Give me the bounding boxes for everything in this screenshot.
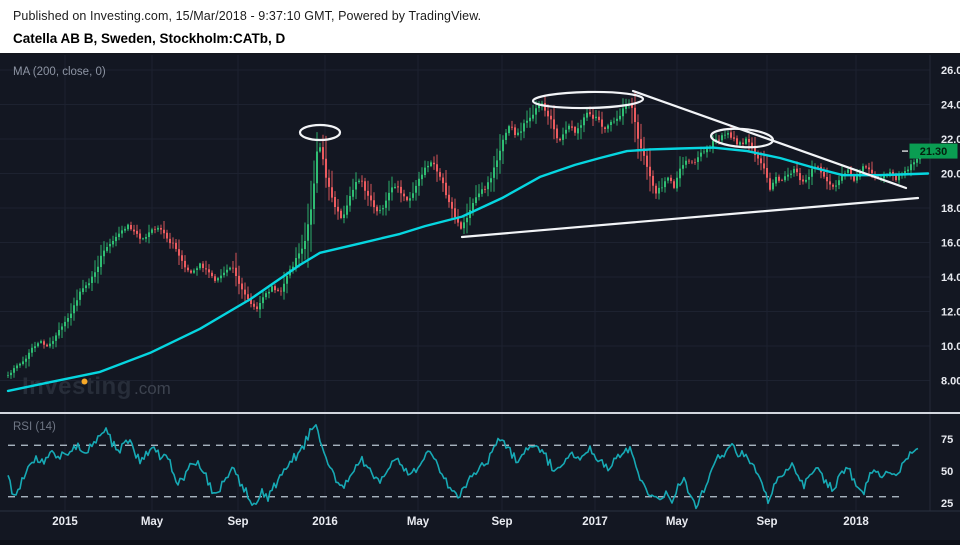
date-tick-label: May [666,516,689,528]
date-axis[interactable]: 2015 May Sep 2016 May Sep 2017 May Sep 2018 [52,516,869,528]
price-axis[interactable]: 26.00 24.00 22.00 20.00 18.00 16.00 14.00 12.00… [929,55,960,511]
rsi-line [7,423,919,510]
date-tick-label: 2016 [312,516,338,528]
rsi-pane: RSI (14) 75 50 25 [7,421,953,510]
price-tick-label: 18.00 [941,203,960,215]
price-tick-label: 16.00 [941,238,960,250]
ellipse-annotation [298,123,342,142]
price-badge-bg [909,143,958,159]
price-tick-label: 12.00 [941,307,960,319]
watermark: Investing .com [22,373,171,400]
price-tick-label: 26.00 [941,65,960,77]
date-tick-label: 2017 [582,516,608,528]
ellipse-annotation [709,127,775,149]
ascending-trendline [460,196,920,239]
ellipse-annotation [531,90,645,110]
header: Published on Investing.com, 15/Mar/2018 … [0,0,960,55]
watermark-orange-dot [81,378,88,385]
chart-area[interactable]: Investing.com MA (200, close, 0) 26.00 24.0… [0,55,960,540]
ma-indicator-label: MA (200, close, 0) [13,66,106,78]
annotations-layer [298,89,920,239]
chart-canvas[interactable]: Investing.com MA (200, close, 0) 26.00 24.0… [0,55,960,540]
published-line: Published on Investing.com, 15/Mar/2018 … [13,9,482,23]
price-tick-label: 14.00 [941,272,960,284]
price-tick-label: 24.00 [941,100,960,112]
price-tick-label: 22.00 [941,134,960,146]
price-tick-label: 20.00 [941,169,960,181]
rsi-indicator-label: RSI (14) [13,421,56,433]
date-tick-label: Sep [491,516,512,528]
price-badge: 21.30 [909,143,958,159]
rsi-tick-label: 25 [941,498,953,510]
date-tick-label: Sep [756,516,777,528]
price-badge-value: 21.30 [920,146,948,158]
watermark-light-text: .com [134,379,171,398]
up-wicks [7,98,921,379]
date-tick-label: 2015 [52,516,78,528]
rsi-tick-label: 75 [941,434,953,446]
price-tick-label: 8.00 [941,376,960,388]
date-tick-label: May [407,516,430,528]
rsi-tick-label: 50 [941,466,953,478]
pane-divider[interactable] [0,412,960,414]
grid-layer [0,55,930,511]
candles-layer [7,91,921,379]
date-tick-label: 2018 [843,516,869,528]
ma-200-line [6,146,930,393]
price-tick-label: 10.00 [941,341,960,353]
descending-trendline [631,89,908,190]
instrument-title: Catella AB B, Sweden, Stockholm:CATb, D [13,31,286,46]
date-tick-label: Sep [227,516,248,528]
date-tick-label: May [141,516,164,528]
